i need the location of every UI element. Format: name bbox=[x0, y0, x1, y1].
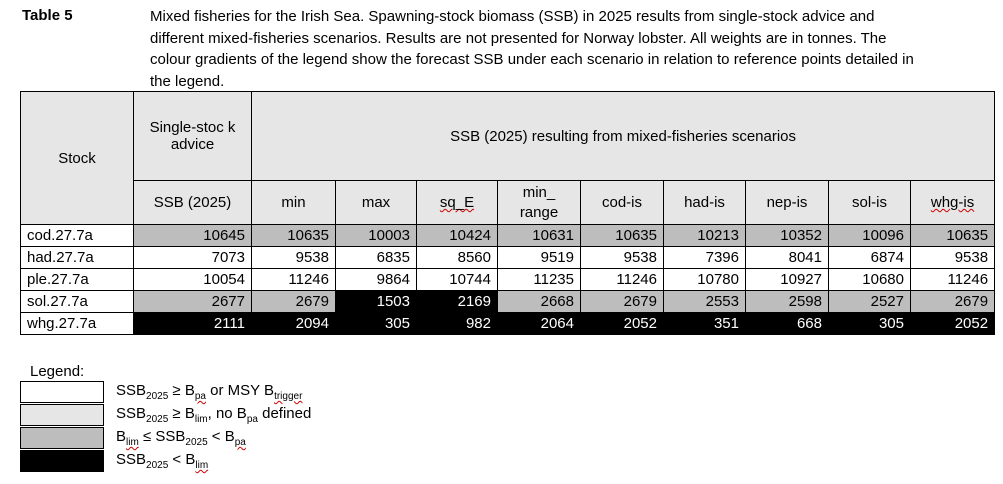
column-header: min_ range bbox=[497, 180, 581, 225]
value-cell: 8041 bbox=[745, 246, 829, 269]
value-cell: 6835 bbox=[335, 246, 417, 269]
legend-swatch bbox=[20, 450, 104, 472]
table-row: cod.27.7a 10645 10635 10003 10424 10631 10635 1… bbox=[20, 224, 996, 247]
legend-swatch bbox=[20, 381, 104, 403]
value-cell: 2094 bbox=[251, 312, 336, 335]
value-cell: 2679 bbox=[251, 290, 336, 313]
value-cell: 11246 bbox=[909, 268, 996, 291]
value-cell: 2052 bbox=[909, 312, 996, 335]
table-label: Table 5 bbox=[22, 7, 73, 24]
stock-cell: cod.27.7a bbox=[20, 224, 134, 247]
value-cell: 2679 bbox=[580, 290, 664, 313]
value-cell: 9538 bbox=[580, 246, 664, 269]
value-cell: 11235 bbox=[497, 268, 581, 291]
header-stock: Stock bbox=[20, 91, 134, 225]
column-header: sol-is bbox=[828, 180, 911, 225]
column-header: SSB (2025) bbox=[133, 180, 252, 225]
value-cell: 10645 bbox=[133, 224, 252, 247]
legend-item: SSB2025 < Blim bbox=[20, 450, 660, 472]
value-cell: 10096 bbox=[828, 224, 911, 247]
stock-cell: ple.27.7a bbox=[20, 268, 134, 291]
value-cell: 7073 bbox=[133, 246, 252, 269]
value-cell: 10352 bbox=[745, 224, 829, 247]
column-header: cod-is bbox=[580, 180, 664, 225]
legend-item: SSB2025 ≥ Blim, no Bpa defined bbox=[20, 404, 660, 426]
value-cell: 982 bbox=[416, 312, 498, 335]
value-cell: 305 bbox=[828, 312, 911, 335]
value-cell: 2553 bbox=[663, 290, 746, 313]
column-header: max bbox=[335, 180, 417, 225]
value-cell: 2677 bbox=[133, 290, 252, 313]
value-cell: 8560 bbox=[416, 246, 498, 269]
header-single-stock: Single-stoc k advice bbox=[133, 91, 252, 181]
value-cell: 11246 bbox=[580, 268, 664, 291]
value-cell: 9864 bbox=[335, 268, 417, 291]
table-row: whg.27.7a 2111 2094 305 982 2064 2052 351 668 305… bbox=[20, 312, 996, 335]
value-cell: 1503 bbox=[335, 290, 417, 313]
stock-cell: whg.27.7a bbox=[20, 312, 134, 335]
value-cell: 10213 bbox=[663, 224, 746, 247]
value-cell: 2111 bbox=[133, 312, 252, 335]
column-header: had-is bbox=[663, 180, 746, 225]
value-cell: 2169 bbox=[416, 290, 498, 313]
value-cell: 10744 bbox=[416, 268, 498, 291]
ssb-table: Stock Single-stoc k advice SSB (2025) re… bbox=[20, 91, 996, 335]
value-cell: 2598 bbox=[745, 290, 829, 313]
value-cell: 10635 bbox=[580, 224, 664, 247]
table-row: sol.27.7a 2677 2679 1503 2169 2668 2679 2553 259… bbox=[20, 290, 996, 313]
table-caption: Mixed fisheries for the Irish Sea. Spawn… bbox=[150, 8, 914, 90]
legend-title: Legend: bbox=[30, 363, 85, 380]
legend-swatch bbox=[20, 404, 104, 426]
legend-item: Blim ≤ SSB2025 < Bpa bbox=[20, 427, 660, 449]
value-cell: 305 bbox=[335, 312, 417, 335]
value-cell: 2679 bbox=[909, 290, 996, 313]
stock-cell: had.27.7a bbox=[20, 246, 134, 269]
legend-swatch bbox=[20, 427, 104, 449]
value-cell: 10631 bbox=[497, 224, 581, 247]
value-cell: 10780 bbox=[663, 268, 746, 291]
value-cell: 9519 bbox=[497, 246, 581, 269]
column-header: min bbox=[251, 180, 336, 225]
value-cell: 7396 bbox=[663, 246, 746, 269]
value-cell: 10927 bbox=[745, 268, 829, 291]
value-cell: 9538 bbox=[251, 246, 336, 269]
column-header: nep-is bbox=[745, 180, 829, 225]
legend-label: SSB2025 ≥ Blim, no Bpa defined bbox=[116, 405, 312, 425]
value-cell: 10003 bbox=[335, 224, 417, 247]
column-header: whg-is bbox=[909, 180, 996, 225]
value-cell: 10635 bbox=[909, 224, 996, 247]
stock-cell: sol.27.7a bbox=[20, 290, 134, 313]
value-cell: 10424 bbox=[416, 224, 498, 247]
legend-label: SSB2025 ≥ Bpa or MSY Btrigger bbox=[116, 382, 303, 402]
legend-label: SSB2025 < Blim bbox=[116, 451, 209, 471]
legend-item: SSB2025 ≥ Bpa or MSY Btrigger bbox=[20, 381, 660, 403]
value-cell: 2527 bbox=[828, 290, 911, 313]
value-cell: 351 bbox=[663, 312, 746, 335]
value-cell: 9538 bbox=[909, 246, 996, 269]
value-cell: 668 bbox=[745, 312, 829, 335]
legend-label: Blim ≤ SSB2025 < Bpa bbox=[116, 428, 246, 448]
value-cell: 10680 bbox=[828, 268, 911, 291]
value-cell: 2064 bbox=[497, 312, 581, 335]
value-cell: 11246 bbox=[251, 268, 336, 291]
value-cell: 10054 bbox=[133, 268, 252, 291]
value-cell: 2052 bbox=[580, 312, 664, 335]
value-cell: 6874 bbox=[828, 246, 911, 269]
column-header: sq_E bbox=[416, 180, 498, 225]
table-row: ple.27.7a 10054 11246 9864 10744 11235 11246 10… bbox=[20, 268, 996, 291]
table-row: had.27.7a 7073 9538 6835 8560 9519 9538 7396 804… bbox=[20, 246, 996, 269]
header-scenarios: SSB (2025) resulting from mixed-fisherie… bbox=[250, 91, 996, 181]
value-cell: 2668 bbox=[497, 290, 581, 313]
value-cell: 10635 bbox=[251, 224, 336, 247]
